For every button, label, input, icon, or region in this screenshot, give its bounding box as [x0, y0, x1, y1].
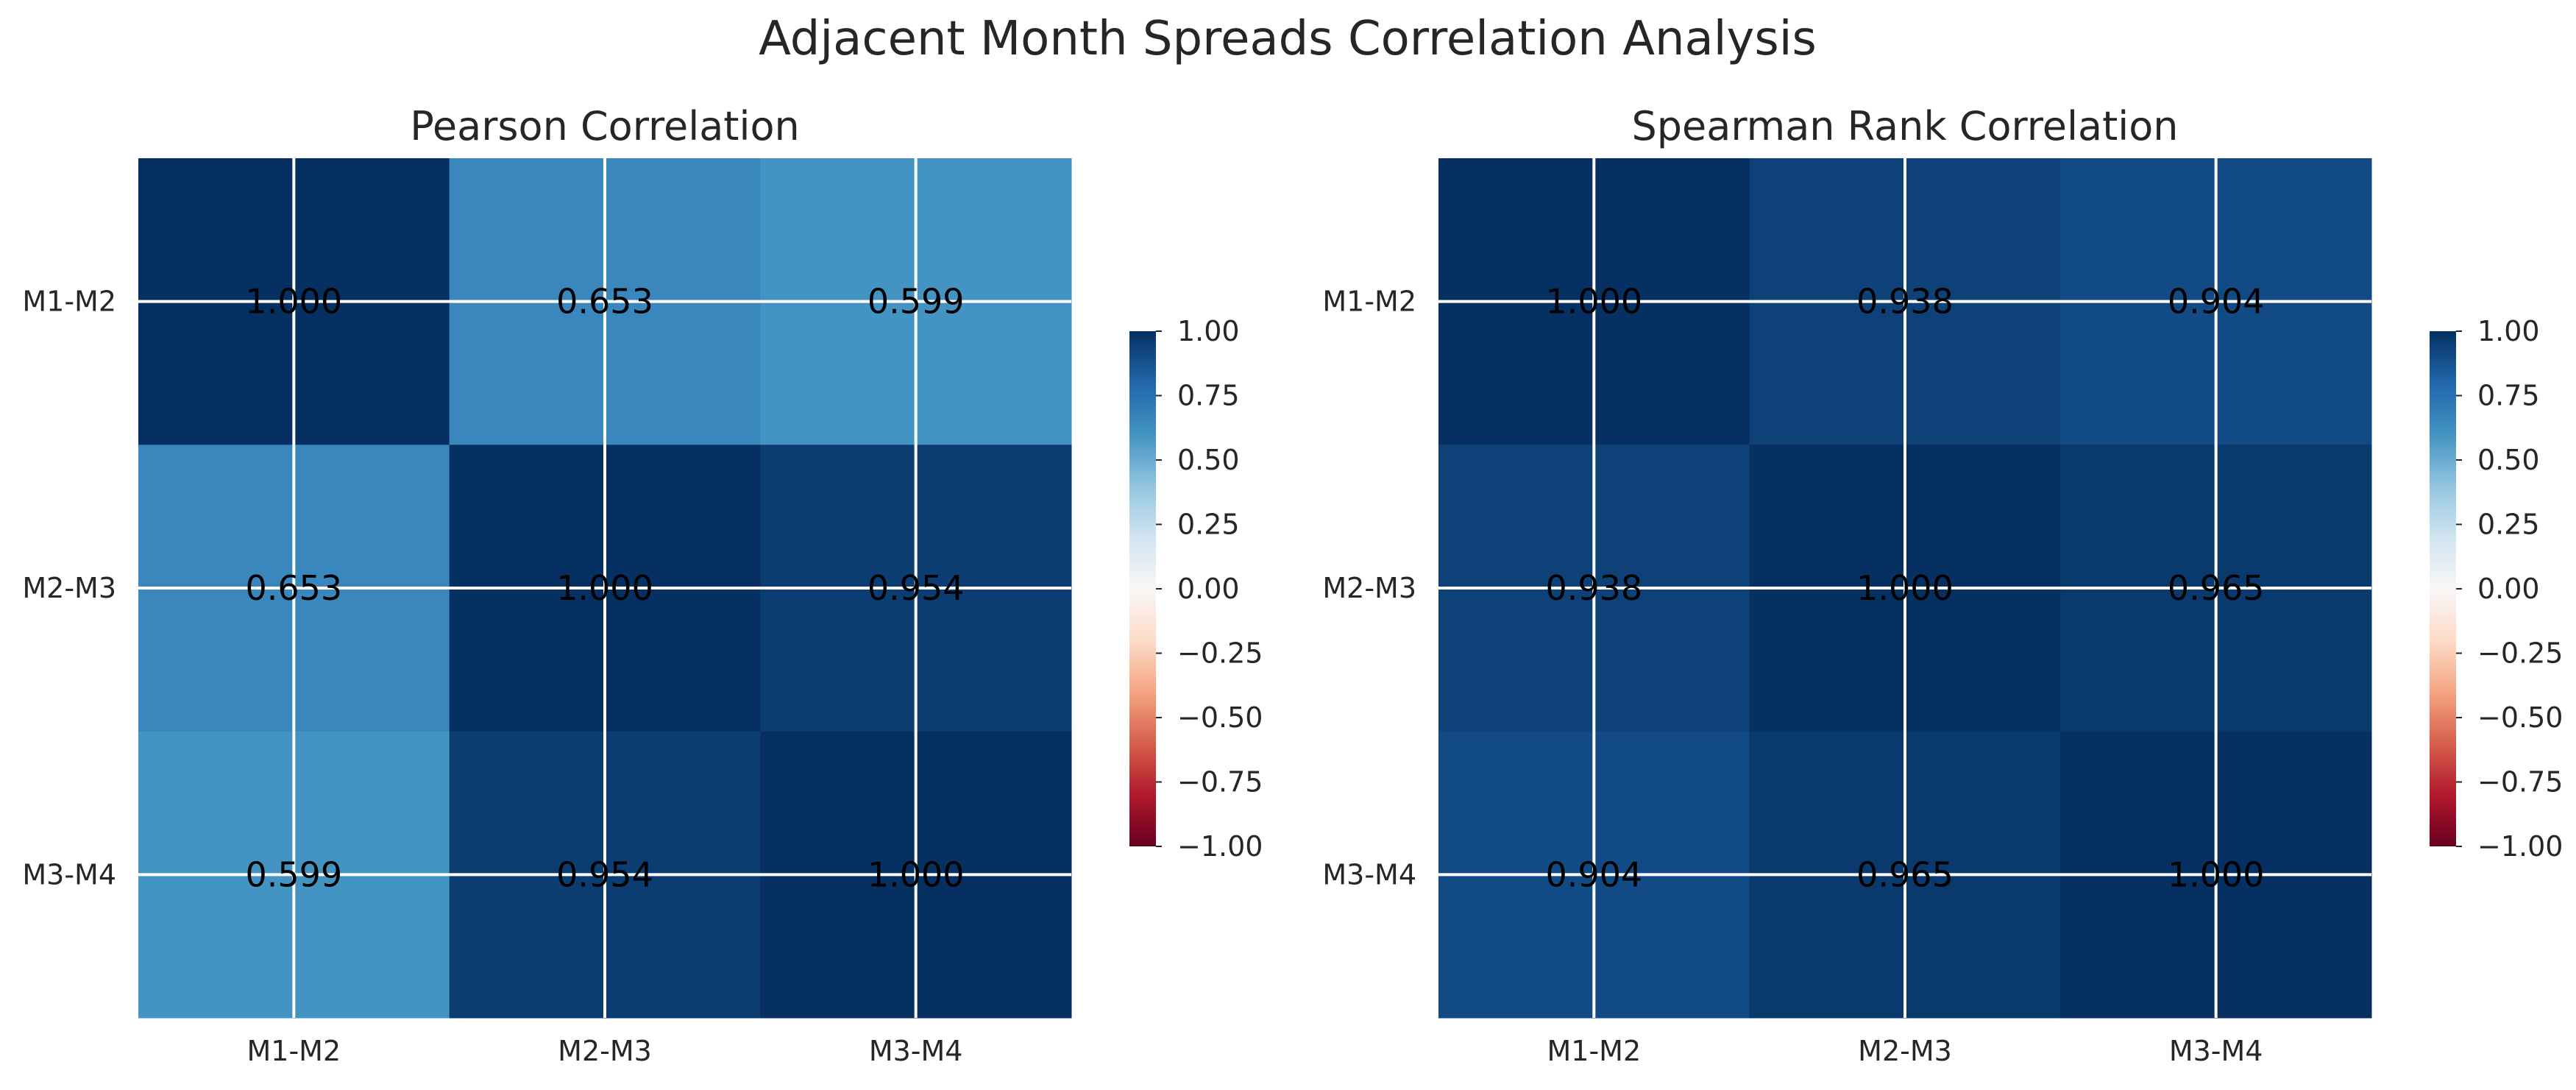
colorbar-tick-label: 0.25 [1177, 509, 1240, 541]
colorbar-tick-label: −0.25 [1177, 637, 1263, 670]
x-tick-label: M3-M4 [2169, 1035, 2263, 1067]
y-tick-label: M1-M2 [1322, 286, 1416, 318]
colorbar-tick-label: 0.00 [2477, 573, 2540, 605]
colorbar-tick-label: −0.50 [2477, 701, 2563, 734]
colorbar-tick-label: 0.75 [2477, 380, 2540, 412]
cell-value-label: 0.904 [2168, 282, 2265, 322]
colorbar-tick-label: 1.00 [2477, 315, 2540, 347]
x-tick-label: M2-M3 [1858, 1035, 1952, 1067]
cell-value-label: 1.000 [245, 282, 342, 322]
y-tick-label: M2-M3 [22, 572, 116, 604]
colorbar-tick-label: 0.25 [2477, 509, 2540, 541]
colorbar-tick-label: −1.00 [2477, 830, 2563, 863]
y-tick-label: M3-M4 [1322, 858, 1416, 891]
cell-value-label: 0.938 [1856, 282, 1954, 322]
colorbar-tick-label: 0.00 [1177, 573, 1240, 605]
y-tick-label: M1-M2 [22, 286, 116, 318]
cell-value-label: 0.954 [556, 854, 653, 894]
colorbar-tick-label: 0.50 [2477, 444, 2540, 476]
colorbar-tick-label: −0.75 [1177, 766, 1263, 799]
colorbar-tick-label: 0.75 [1177, 380, 1240, 412]
y-tick-label: M3-M4 [22, 858, 116, 891]
cell-value-label: 1.000 [867, 854, 965, 894]
cell-value-label: 0.965 [2168, 568, 2265, 608]
colorbar-tick-label: −1.00 [1177, 830, 1263, 863]
cell-value-label: 1.000 [1856, 568, 1954, 608]
cell-value-label: 1.000 [556, 568, 653, 608]
cell-value-label: 0.965 [1856, 854, 1954, 894]
colorbar-tick-label: −0.50 [1177, 701, 1263, 734]
heatmap-panels: Pearson Correlation 1.000 0.653 0.599 0.653 1… [22, 103, 2563, 1067]
cell-value-label: 0.599 [245, 854, 342, 894]
cell-value-label: 1.000 [2168, 854, 2265, 894]
y-tick-label: M2-M3 [1322, 572, 1416, 604]
colorbar [1129, 331, 1156, 846]
colorbar [2430, 331, 2456, 846]
cell-value-label: 0.653 [556, 282, 653, 322]
heatmap-panel-1: Pearson Correlation 1.000 0.653 0.599 0.653 1… [22, 103, 1263, 1067]
colorbar-tick-label: 0.50 [1177, 444, 1240, 476]
cell-value-label: 0.904 [1545, 854, 1642, 894]
figure-title: Adjacent Month Spreads Correlation Analy… [759, 12, 1817, 66]
panel-title: Spearman Rank Correlation [1631, 103, 2178, 149]
cell-value-label: 1.000 [1545, 282, 1642, 322]
panel-title: Pearson Correlation [410, 103, 799, 149]
x-tick-label: M3-M4 [869, 1035, 963, 1067]
colorbar-tick-label: 1.00 [1177, 315, 1240, 347]
heatmap-panel-2: Spearman Rank Correlation 1.000 0.938 0.904… [1322, 103, 2563, 1067]
colorbar-tick-label: −0.75 [2477, 766, 2563, 799]
x-tick-label: M2-M3 [558, 1035, 652, 1067]
x-tick-label: M1-M2 [1547, 1035, 1642, 1067]
colorbar-tick-label: −0.25 [2477, 637, 2563, 670]
cell-value-label: 0.954 [867, 568, 965, 608]
x-tick-label: M1-M2 [247, 1035, 341, 1067]
cell-value-label: 0.938 [1545, 568, 1642, 608]
cell-value-label: 0.599 [867, 282, 965, 322]
cell-value-label: 0.653 [245, 568, 342, 608]
